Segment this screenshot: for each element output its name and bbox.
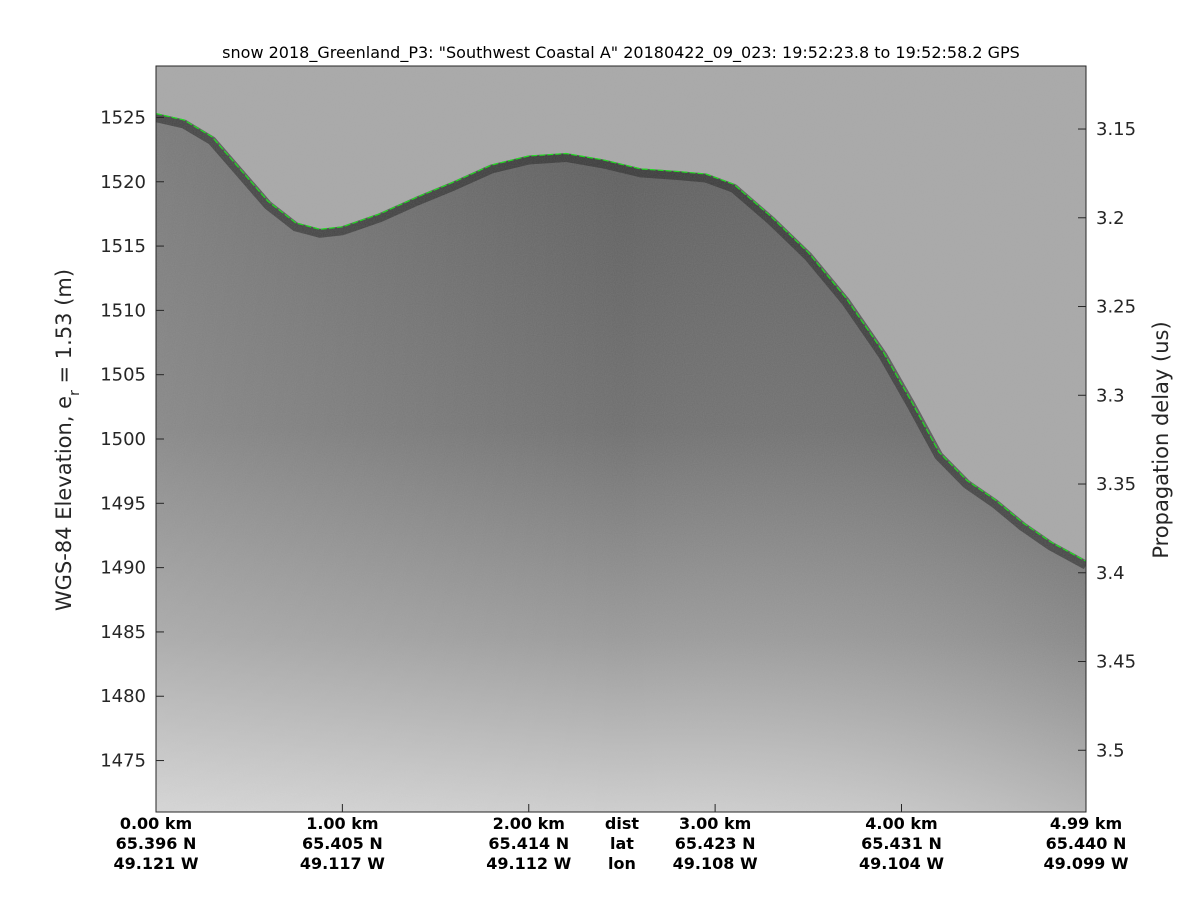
bottom-dist-label: 3.00 km	[679, 814, 751, 833]
bottom-lat-label: 65.431 N	[861, 834, 942, 853]
left-tick-label: 1490	[100, 558, 146, 579]
bottom-dist-label: 2.00 km	[493, 814, 565, 833]
bottom-lon-label: 49.099 W	[1044, 854, 1129, 873]
left-tick-label: 1505	[100, 365, 146, 386]
left-tick-label: 1500	[100, 429, 146, 450]
right-tick-label: 3.3	[1096, 385, 1125, 406]
left-tick-label: 1520	[100, 172, 146, 193]
left-axis-ticks: 1475 1480 1485 1490 1495 1500 1505 1510 1515 1520…	[100, 107, 164, 772]
bottom-lon-label: 49.104 W	[859, 854, 944, 873]
bottom-dist-label: 4.00 km	[865, 814, 937, 833]
right-tick-label: 3.35	[1096, 474, 1136, 495]
left-axis-label-main: WGS-84 Elevation, e	[52, 396, 76, 611]
bottom-lon-label: 49.121 W	[114, 854, 199, 873]
bottom-lat-label: 65.414 N	[488, 834, 569, 853]
bottom-lon-label: 49.108 W	[673, 854, 758, 873]
bottom-lat-label: 65.405 N	[302, 834, 383, 853]
right-axis-label: Propagation delay (us)	[1149, 321, 1173, 558]
right-tick-label: 3.45	[1096, 652, 1136, 673]
right-tick-label: 3.25	[1096, 297, 1136, 318]
left-tick-label: 1510	[100, 300, 146, 321]
right-tick-label: 3.15	[1096, 119, 1136, 140]
bottom-row-name-lat: lat	[610, 834, 634, 853]
left-tick-label: 1515	[100, 236, 146, 257]
left-tick-label: 1485	[100, 622, 146, 643]
left-tick-label: 1525	[100, 107, 146, 128]
left-axis-label-subscript: r	[67, 390, 83, 396]
left-tick-label: 1475	[100, 751, 146, 772]
left-axis-label-tail: = 1.53 (m)	[52, 269, 76, 390]
left-tick-label: 1480	[100, 686, 146, 707]
speckle-noise	[156, 66, 1086, 812]
right-axis-ticks: 3.15 3.2 3.25 3.3 3.35 3.4 3.45 3.5	[1078, 119, 1136, 761]
bottom-row-name-dist: dist	[605, 814, 639, 833]
bottom-dist-label: 0.00 km	[120, 814, 192, 833]
bottom-lat-label: 65.396 N	[116, 834, 197, 853]
bottom-lat-label: 65.423 N	[675, 834, 756, 853]
bottom-lat-label: 65.440 N	[1046, 834, 1127, 853]
bottom-dist-label: 4.99 km	[1050, 814, 1122, 833]
right-tick-label: 3.5	[1096, 740, 1125, 761]
bottom-lon-label: 49.117 W	[300, 854, 385, 873]
bottom-lon-label: 49.112 W	[486, 854, 571, 873]
right-tick-label: 3.2	[1096, 208, 1125, 229]
right-tick-label: 3.4	[1096, 563, 1125, 584]
bottom-row-name-lon: lon	[608, 854, 636, 873]
echogram-plot-area	[156, 66, 1086, 812]
left-tick-label: 1495	[100, 493, 146, 514]
left-axis-label: WGS-84 Elevation, er = 1.53 (m)	[52, 269, 83, 611]
figure-title: snow 2018_Greenland_P3: "Southwest Coast…	[222, 43, 1020, 63]
bottom-dist-label: 1.00 km	[306, 814, 378, 833]
surface-layer-line	[156, 113, 1086, 562]
